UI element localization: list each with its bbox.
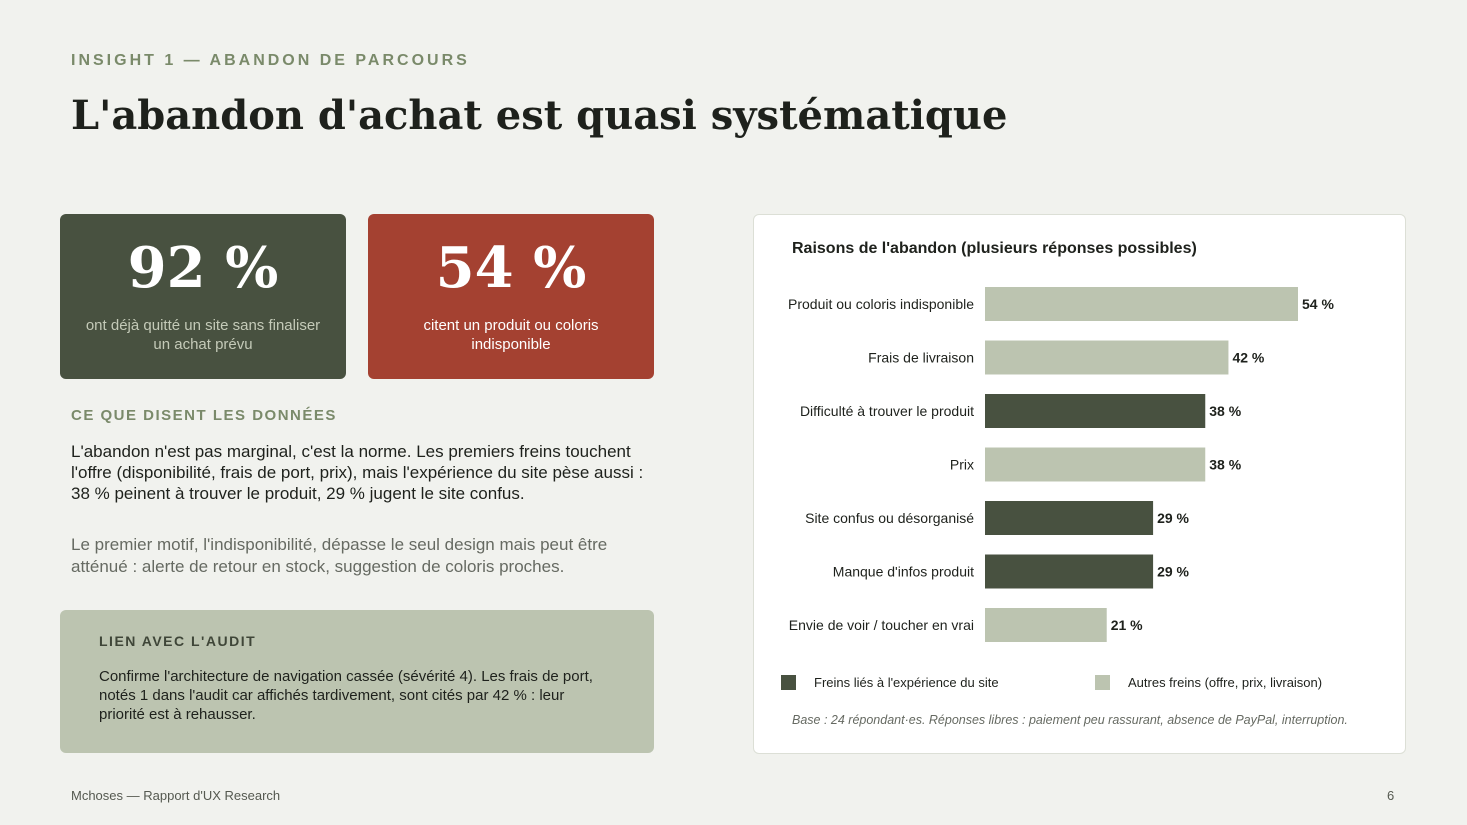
bar-value-label: 29 % <box>1157 564 1189 580</box>
legend-label: Autres freins (offre, prix, livraison) <box>1128 674 1323 690</box>
stat-card-abandon: 92 % ont déjà quitté un site sans finali… <box>60 214 346 379</box>
legend-label: Freins liés à l'expérience du site <box>814 674 999 690</box>
stat-value: 54 % <box>435 235 587 301</box>
footer-text: Mchoses — Rapport d'UX Research <box>71 788 281 803</box>
bar <box>985 340 1229 375</box>
data-section-label: CE QUE DISENT LES DONNÉES <box>71 407 337 424</box>
audit-text: Confirme l'architecture de navigation ca… <box>99 668 593 723</box>
bar-value-label: 21 % <box>1111 617 1143 633</box>
stat-value: 92 % <box>127 235 279 301</box>
section-eyebrow: INSIGHT 1 — ABANDON DE PARCOURS <box>71 52 470 69</box>
bar-chart: Produit ou coloris indisponible 54 % Frais… <box>788 287 1334 642</box>
bar <box>985 447 1206 482</box>
page-number: 6 <box>1387 788 1395 803</box>
stat-caption: citent un produit ou coloris indisponibl… <box>423 317 599 353</box>
stat-card-unavailable: 54 % citent un produit ou coloris indisp… <box>368 214 654 379</box>
bar-value-label: 42 % <box>1232 350 1264 366</box>
bar-value-label: 29 % <box>1157 510 1189 526</box>
bar-category-label: Manque d'infos produit <box>833 564 974 580</box>
bar <box>985 554 1154 589</box>
bar <box>985 287 1298 321</box>
bar-value-label: 54 % <box>1302 296 1334 312</box>
bar <box>985 394 1206 428</box>
data-paragraph-primary: L'abandon n'est pas marginal, c'est la n… <box>71 442 644 503</box>
bar <box>985 501 1154 535</box>
stat-caption: ont déjà quitté un site sans finaliser u… <box>85 317 321 353</box>
bar-category-label: Site confus ou désorganisé <box>805 510 974 526</box>
bar-category-label: Frais de livraison <box>868 350 974 366</box>
chart-card: Raisons de l'abandon (plusieurs réponses… <box>753 214 1406 754</box>
chart-base-note: Base : 24 répondant·es. Réponses libres … <box>792 713 1348 727</box>
data-paragraph-secondary: Le premier motif, l'indisponibilité, dép… <box>71 535 608 576</box>
legend-swatch-other <box>1095 674 1110 690</box>
audit-link-card: LIEN AVEC L'AUDIT Confirme l'architectur… <box>60 610 654 753</box>
legend-item-other: Autres freins (offre, prix, livraison) <box>1095 673 1322 691</box>
bar-value-label: 38 % <box>1209 403 1241 419</box>
audit-label: LIEN AVEC L'AUDIT <box>99 633 257 649</box>
bar-category-label: Prix <box>950 457 974 473</box>
bar-value-label: 38 % <box>1209 457 1241 473</box>
legend-item-site: Freins liés à l'expérience du site <box>781 673 999 691</box>
bar-category-label: Envie de voir / toucher en vrai <box>789 617 974 633</box>
page-title: L'abandon d'achat est quasi systématique <box>71 92 1008 139</box>
bar-category-label: Difficulté à trouver le produit <box>800 403 974 419</box>
chart-title: Raisons de l'abandon (plusieurs réponses… <box>792 240 1197 257</box>
legend-swatch-site <box>781 674 796 690</box>
bar-category-label: Produit ou coloris indisponible <box>788 296 974 312</box>
bar <box>985 608 1107 642</box>
